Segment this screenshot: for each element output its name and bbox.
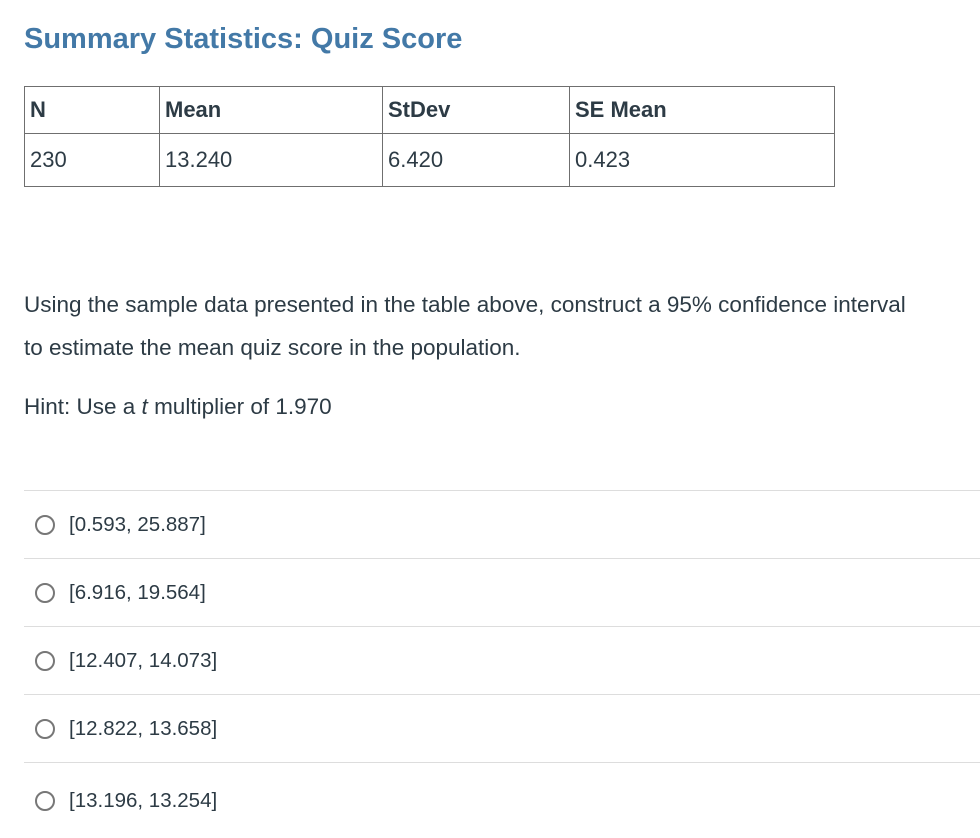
radio-button-icon[interactable] xyxy=(35,514,55,535)
table-cell-se-mean: 0.423 xyxy=(569,133,835,187)
answer-option-4[interactable]: [12.822, 13.658] xyxy=(24,694,980,762)
table-header-mean: Mean xyxy=(159,86,383,134)
table-cell-mean: 13.240 xyxy=(159,133,383,187)
table-header-stdev: StDev xyxy=(382,86,570,134)
table-header-se-mean: SE Mean xyxy=(569,86,835,134)
table-row: 230 13.240 6.420 0.423 xyxy=(24,133,835,187)
summary-statistics-table: N Mean StDev SE Mean 230 13.240 6.420 0.… xyxy=(24,86,835,187)
hint-prefix: Hint: Use a xyxy=(24,394,142,419)
radio-button-icon[interactable] xyxy=(35,718,55,739)
hint-t-variable: t xyxy=(141,394,148,419)
answer-option-label[interactable]: [13.196, 13.254] xyxy=(69,788,218,812)
table-cell-stdev: 6.420 xyxy=(382,133,570,187)
answer-option-2[interactable]: [6.916, 19.564] xyxy=(24,558,980,626)
radio-button-icon[interactable] xyxy=(35,650,55,671)
question-text: Using the sample data presented in the t… xyxy=(24,292,906,360)
page-title: Summary Statistics: Quiz Score xyxy=(24,23,463,55)
answer-option-5[interactable]: [13.196, 13.254] xyxy=(24,762,980,838)
answer-option-label[interactable]: [6.916, 19.564] xyxy=(69,580,206,604)
answer-option-label[interactable]: [12.407, 14.073] xyxy=(69,648,218,672)
table-header-row: N Mean StDev SE Mean xyxy=(24,86,835,134)
hint-suffix: multiplier of 1.970 xyxy=(147,394,332,419)
answer-option-3[interactable]: [12.407, 14.073] xyxy=(24,626,980,694)
answer-options: [0.593, 25.887] [6.916, 19.564] [12.407,… xyxy=(24,490,980,838)
answer-option-1[interactable]: [0.593, 25.887] xyxy=(24,490,980,558)
table-cell-n: 230 xyxy=(24,133,160,187)
answer-option-label[interactable]: [0.593, 25.887] xyxy=(69,512,206,536)
hint-text: Hint: Use a t multiplier of 1.970 xyxy=(24,385,980,428)
radio-button-icon[interactable] xyxy=(35,582,55,603)
table-header-n: N xyxy=(24,86,160,134)
answer-option-label[interactable]: [12.822, 13.658] xyxy=(69,716,218,740)
radio-button-icon[interactable] xyxy=(35,790,55,811)
